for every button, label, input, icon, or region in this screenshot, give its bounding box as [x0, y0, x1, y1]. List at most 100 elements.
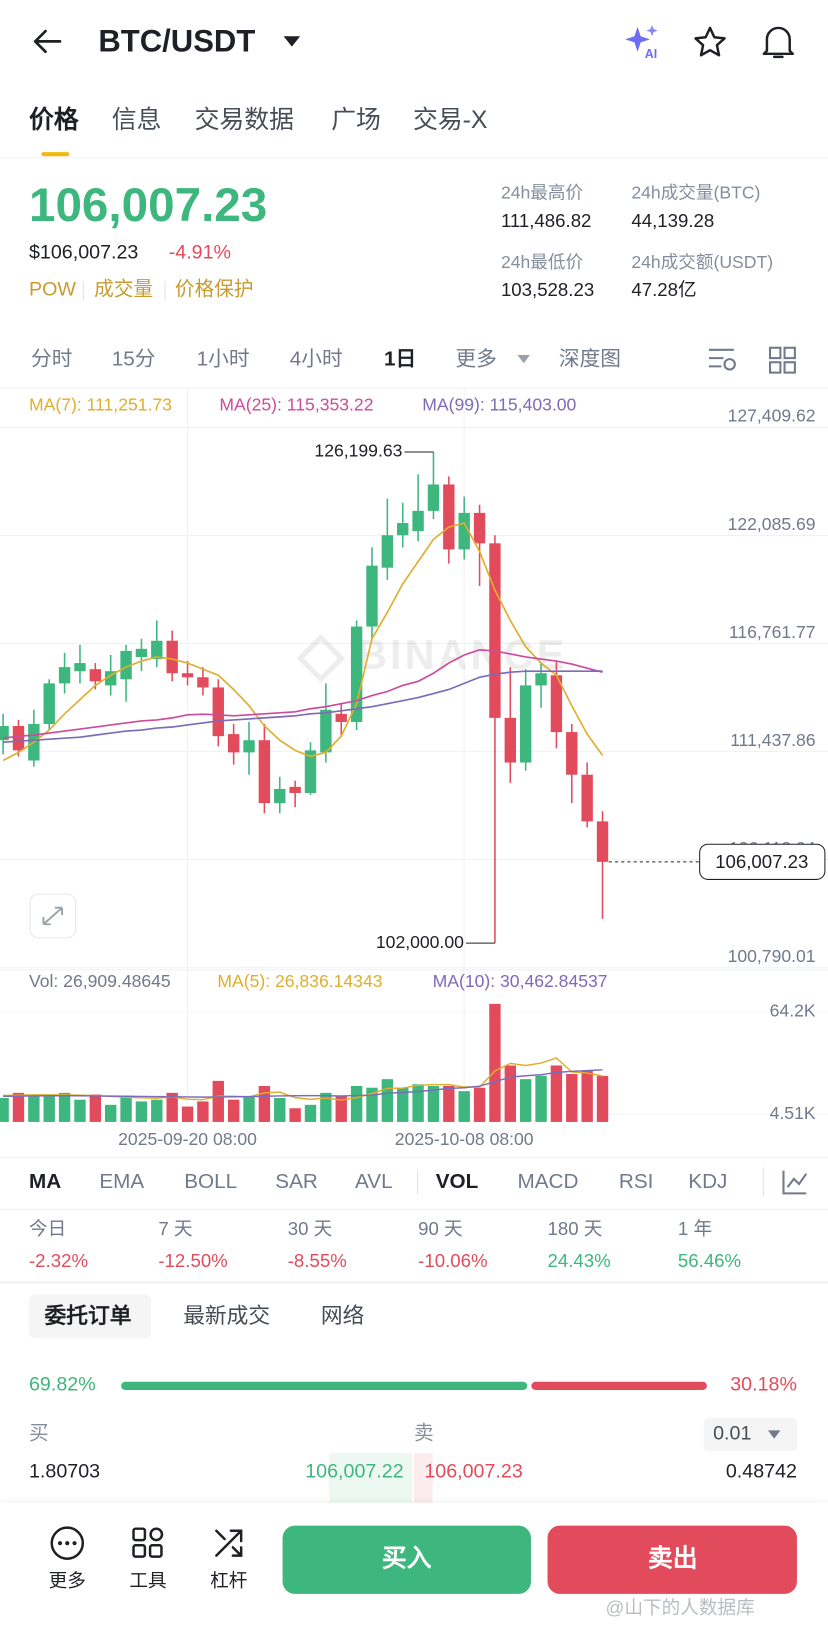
book-header: 卖 — [414, 1422, 434, 1445]
interval[interactable]: 1小时 — [196, 347, 250, 371]
settings-icon[interactable] — [707, 345, 738, 374]
volume-bar — [0, 1097, 9, 1122]
period-label: 30 天 — [287, 1218, 333, 1240]
interval[interactable]: 分时 — [31, 347, 73, 371]
volume-bar — [458, 1091, 470, 1122]
y-tick-label: 111,437.86 — [730, 730, 815, 750]
volume-bar — [181, 1106, 194, 1122]
indicator[interactable]: AVL — [355, 1170, 393, 1194]
last-price-label: 106,007.23 — [715, 851, 808, 872]
indicator[interactable]: BOLL — [184, 1170, 238, 1194]
sell-ratio: 30.18% — [730, 1374, 797, 1396]
expand-button[interactable] — [29, 893, 77, 939]
indicator[interactable]: MACD — [517, 1170, 579, 1194]
candle-body — [458, 512, 470, 550]
indicator[interactable]: MA — [28, 1170, 62, 1194]
indicator[interactable]: SAR — [275, 1170, 318, 1194]
ai-icon[interactable] — [623, 23, 664, 62]
ask-size: 0.48742 — [725, 1461, 797, 1483]
volume-bar — [535, 1075, 547, 1122]
ma-line — [2, 522, 604, 762]
pair-title[interactable]: BTC/USDT — [98, 24, 256, 59]
candle-body — [89, 669, 102, 682]
ask-depth — [414, 1453, 433, 1507]
back-button[interactable] — [31, 27, 64, 56]
candle-body — [181, 673, 194, 678]
sell-button[interactable] — [547, 1525, 797, 1594]
tab[interactable]: 信息 — [111, 106, 162, 135]
volume-bar — [366, 1087, 378, 1122]
volume-bar — [289, 1108, 301, 1122]
pair-dropdown[interactable] — [283, 35, 302, 47]
more-icon[interactable] — [49, 1525, 86, 1562]
period-label: 7 天 — [158, 1218, 193, 1240]
separator — [417, 1169, 419, 1195]
volume-tick-label: 64.2K — [770, 1001, 816, 1021]
bottom-label[interactable]: 工具 — [129, 1570, 167, 1592]
book-header: 买 — [28, 1422, 49, 1445]
indicator-settings[interactable] — [780, 1167, 809, 1196]
volume-bar — [258, 1086, 271, 1122]
usd-price: $106,007.23 — [28, 241, 139, 264]
candle-body — [197, 677, 209, 688]
interval[interactable]: 1日 — [383, 347, 417, 371]
period-label: 1 年 — [677, 1218, 713, 1240]
period-change: 24.43% — [547, 1250, 611, 1272]
bottom-label[interactable]: 杠杆 — [210, 1570, 248, 1592]
tab[interactable]: 交易-X — [412, 106, 488, 135]
tag[interactable]: 成交量 — [94, 279, 154, 301]
indicator[interactable]: KDJ — [688, 1170, 728, 1194]
volume-bar — [43, 1096, 55, 1122]
ma-legend: MA(7): 111,251.73 — [29, 394, 172, 414]
alert-button[interactable] — [761, 23, 796, 62]
volume-bar — [412, 1084, 424, 1122]
tab-chip — [28, 1294, 152, 1339]
indicator[interactable]: RSI — [618, 1170, 654, 1194]
interval[interactable]: 15分 — [111, 347, 156, 371]
interval[interactable]: 4小时 — [289, 347, 343, 371]
divider — [0, 1208, 828, 1210]
volume-bar — [596, 1075, 609, 1122]
sell-ratio-bar — [531, 1381, 707, 1391]
volume-bar — [105, 1104, 117, 1122]
volume-bar — [566, 1074, 578, 1122]
buy-button[interactable] — [282, 1525, 531, 1594]
interval[interactable]: 更多 — [455, 347, 497, 371]
candle-body — [350, 626, 363, 722]
tab[interactable]: 交易数据 — [194, 106, 294, 135]
indicator[interactable]: VOL — [435, 1170, 479, 1194]
candle-body — [151, 640, 163, 660]
ma-line — [3, 670, 603, 744]
indicator[interactable]: EMA — [99, 1170, 145, 1194]
volume-bar — [335, 1096, 347, 1122]
book-tab[interactable]: 最新成交 — [183, 1304, 271, 1329]
candle-body — [366, 565, 378, 627]
tools-icon[interactable] — [130, 1526, 165, 1561]
tag[interactable]: POW — [28, 279, 76, 301]
stat-value: 44,139.28 — [631, 210, 715, 232]
stat-value: 103,528.23 — [500, 279, 595, 301]
layout-icon[interactable] — [768, 346, 797, 375]
book-tab[interactable]: 委托订单 — [44, 1304, 132, 1329]
volume-bar — [135, 1101, 148, 1122]
favorite-button[interactable] — [692, 25, 727, 60]
candle-body — [258, 740, 271, 804]
bottom-label[interactable]: 更多 — [48, 1570, 86, 1592]
tag[interactable]: 价格保护 — [174, 279, 254, 301]
volume-ma-line — [3, 1069, 603, 1098]
candle-body — [243, 740, 255, 753]
tab[interactable]: 价格 — [28, 106, 79, 135]
interval[interactable]: 深度图 — [558, 347, 621, 371]
volume-bar — [550, 1065, 563, 1122]
book-tab[interactable]: 网络 — [320, 1304, 365, 1329]
tab[interactable]: 广场 — [331, 106, 381, 135]
volume-bar — [166, 1092, 178, 1122]
candle-body — [166, 640, 178, 674]
ai-label: AI — [644, 46, 658, 61]
volume-tick-label: 4.51K — [770, 1103, 816, 1123]
high-label: 126,199.63 — [314, 441, 402, 461]
leverage-icon[interactable] — [211, 1526, 246, 1561]
precision-select[interactable] — [703, 1417, 797, 1452]
